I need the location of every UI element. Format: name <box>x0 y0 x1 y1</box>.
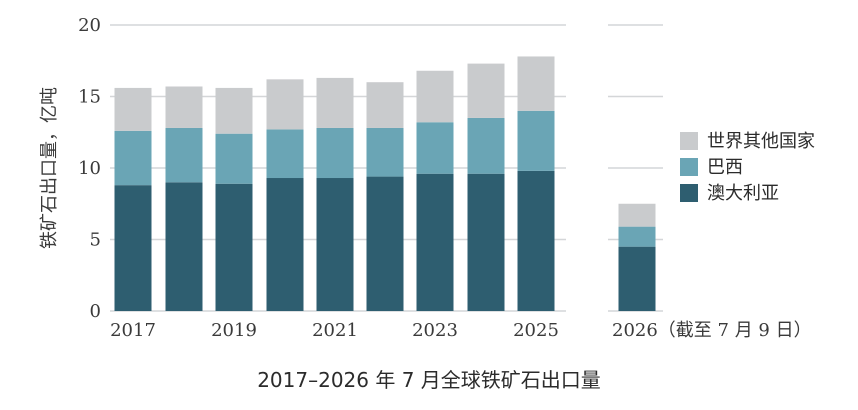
bar-segment <box>165 182 203 311</box>
stacked-bar-chart: 0 5 10 15 20 2017 2019 2021 2023 2025 2026（截至 7 月… <box>39 15 815 341</box>
bar-segment <box>467 173 505 311</box>
bar-segment <box>366 82 404 128</box>
x-tick-label: 2017 <box>110 320 156 341</box>
bar-segment <box>316 127 354 179</box>
y-tick-label: 0 <box>90 301 101 322</box>
legend-swatch <box>680 184 698 202</box>
bar-segment <box>416 122 454 174</box>
bar-segment <box>618 246 656 311</box>
bar-segment <box>266 129 304 179</box>
y-tick-label: 10 <box>78 158 101 179</box>
bar-segment <box>215 87 253 134</box>
bar-segment <box>114 130 152 186</box>
bar-segment <box>114 87 152 131</box>
bar-segment <box>266 79 304 130</box>
y-tick-label: 5 <box>90 230 101 251</box>
bar-segment <box>517 110 555 171</box>
bar-segment <box>215 183 253 311</box>
bar-segment <box>467 63 505 118</box>
bar-segment <box>316 77 354 128</box>
bar-segment <box>366 127 404 177</box>
bar-segment <box>366 176 404 311</box>
bar-segment <box>266 178 304 311</box>
bar-segment <box>316 178 354 311</box>
bar-segment <box>517 170 555 311</box>
x-tick-label: 2019 <box>211 320 257 341</box>
legend-swatch <box>680 158 698 176</box>
bar-segment <box>467 117 505 174</box>
bar-series <box>114 56 656 311</box>
x-tick-label: 2025 <box>513 320 559 341</box>
x-tick-label: 2021 <box>312 320 358 341</box>
legend-label: 澳大利亚 <box>707 183 779 204</box>
bar-segment <box>416 173 454 311</box>
bar-segment <box>618 203 656 227</box>
x-tick-label: 2023 <box>412 320 458 341</box>
legend-swatch <box>680 132 698 150</box>
legend-label: 巴西 <box>707 157 743 178</box>
chart-caption: 2017–2026 年 7 月全球铁矿石出口量 <box>257 368 601 392</box>
legend-label: 世界其他国家 <box>707 131 815 152</box>
bar-segment <box>517 56 555 111</box>
y-axis-title: 铁矿石出口量，亿吨 <box>39 87 60 249</box>
bar-segment <box>114 185 152 311</box>
bar-segment <box>165 86 203 128</box>
bar-segment <box>165 127 203 183</box>
x-axis-ticks: 2017 2019 2021 2023 2025 2026（截至 7 月 9 日） <box>110 320 812 341</box>
y-tick-label: 15 <box>78 87 101 108</box>
y-tick-label: 20 <box>78 15 101 36</box>
bar-segment <box>416 70 454 123</box>
bar-segment <box>215 133 253 184</box>
bar-segment <box>618 226 656 247</box>
y-axis-ticks: 0 5 10 15 20 <box>78 15 101 322</box>
x-tick-label: 2026（截至 7 月 9 日） <box>612 320 812 341</box>
